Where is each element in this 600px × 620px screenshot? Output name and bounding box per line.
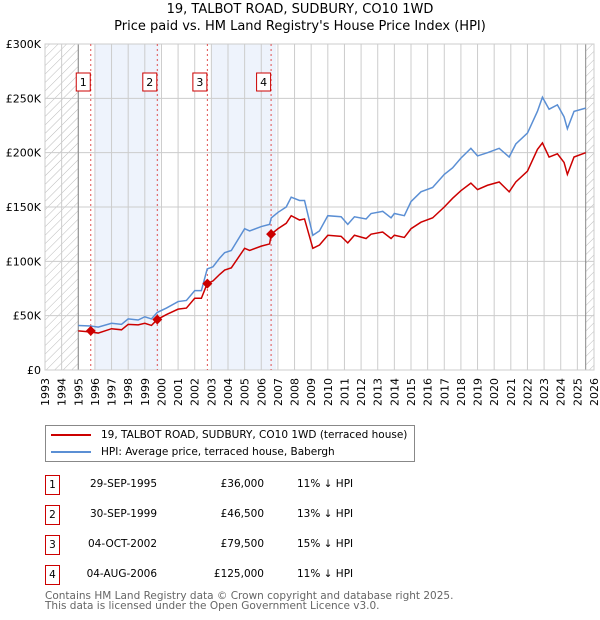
x-tick-label: 2007: [272, 378, 285, 406]
sale-marker-badge: 3: [45, 535, 60, 555]
x-tick-label: 2014: [388, 378, 401, 406]
x-tick-label: 2022: [521, 378, 534, 406]
sale-date: 30-SEP-1999: [89, 508, 157, 520]
chart-title: 19, TALBOT ROAD, SUDBURY, CO10 1WD: [166, 2, 434, 17]
sale-label-box: [256, 72, 272, 92]
x-tick-label: 1999: [139, 378, 152, 406]
transaction-row: 4 04-AUG-2006 £125,000 11% ↓ HPI: [45, 565, 445, 585]
transaction-row: 3 04-OCT-2002 £79,500 15% ↓ HPI: [45, 535, 445, 555]
x-tick-label: 2026: [588, 378, 600, 406]
y-tick-label: £100K: [6, 255, 42, 268]
sale-point: [266, 229, 277, 240]
y-tick-label: £200K: [6, 147, 42, 160]
sale-date: 04-AUG-2006: [86, 568, 157, 580]
x-tick-label: 2010: [322, 378, 335, 406]
sale-point: [202, 278, 213, 289]
sale-marker-badge: 1: [45, 475, 60, 495]
x-tick-label: 2024: [555, 378, 568, 406]
x-tick-label: 2008: [289, 378, 302, 406]
sale-hpi-diff: 15% ↓ HPI: [297, 538, 354, 550]
x-tick-label: 2011: [338, 378, 351, 406]
y-tick-label: £150K: [6, 201, 42, 214]
x-tick-label: 2003: [205, 378, 218, 406]
legend-swatch-red: [51, 434, 91, 436]
y-tick-label: £50K: [13, 310, 42, 323]
x-tick-label: 1994: [56, 378, 69, 406]
sale-marker-badge: 4: [45, 565, 60, 585]
x-tick-label: 1997: [106, 378, 119, 406]
y-tick-label: £300K: [6, 38, 42, 51]
sale-price: £125,000: [213, 568, 264, 580]
y-tick-label: £0: [27, 364, 41, 377]
price-chart: 1993 1994 1995 1996 1997 1998 1999 2000 2001 2002…: [6, 38, 600, 406]
x-tick-label: 2013: [372, 378, 385, 406]
sale-hpi-diff: 13% ↓ HPI: [297, 508, 354, 520]
sale-date: 04-OCT-2002: [88, 538, 157, 550]
sale-price: £36,000: [220, 478, 264, 490]
transaction-row: 2 30-SEP-1999 £46,500 13% ↓ HPI: [45, 505, 445, 525]
plot-frame: [44, 43, 595, 371]
x-tick-label: 1995: [72, 378, 85, 406]
sale-hpi-diff: 11% ↓ HPI: [297, 568, 354, 580]
x-tick-label: 2023: [538, 378, 551, 406]
x-tick-label: 2020: [488, 378, 501, 406]
sale-marker-badge: 2: [45, 505, 60, 525]
x-tick-label: 2002: [189, 378, 202, 406]
x-tick-label: 1993: [39, 378, 52, 406]
sale-label: 4: [260, 76, 267, 89]
legend-label: 19, TALBOT ROAD, SUDBURY, CO10 1WD (terr…: [101, 429, 408, 441]
legend: 19, TALBOT ROAD, SUDBURY, CO10 1WD (terr…: [45, 425, 415, 462]
x-tick-label: 1998: [122, 378, 135, 406]
legend-item-property: 19, TALBOT ROAD, SUDBURY, CO10 1WD (terr…: [51, 427, 407, 443]
x-tick-label: 2006: [255, 378, 268, 406]
legend-label: HPI: Average price, terraced house, Babe…: [101, 446, 335, 458]
sale-label-box: [192, 72, 208, 92]
footer-licence: This data is licensed under the Open Gov…: [45, 600, 380, 612]
sale-hpi-diff: 11% ↓ HPI: [297, 478, 354, 490]
sale-date: 29-SEP-1995: [89, 478, 157, 490]
property-price-line: [78, 141, 586, 334]
legend-item-hpi: HPI: Average price, terraced house, Babe…: [51, 444, 335, 460]
sale-price: £79,500: [220, 538, 264, 550]
footer-copyright: Contains HM Land Registry data © Crown c…: [45, 590, 454, 602]
x-tick-label: 2019: [472, 378, 485, 406]
x-tick-label: 2021: [505, 378, 518, 406]
x-tick-label: 2001: [172, 378, 185, 406]
sale-price: £46,500: [220, 508, 264, 520]
legend-swatch-blue: [51, 451, 91, 453]
hpi-line: [78, 95, 586, 328]
x-tick-label: 2015: [405, 378, 418, 406]
sale-point: [152, 314, 163, 325]
x-tick-label: 2004: [222, 378, 235, 406]
sale-label: 1: [80, 76, 87, 89]
x-tick-label: 2012: [355, 378, 368, 406]
transaction-row: 1 29-SEP-1995 £36,000 11% ↓ HPI: [45, 475, 445, 495]
sale-label-box: [75, 72, 91, 92]
sale-label: 2: [146, 76, 153, 89]
y-tick-label: £250K: [6, 92, 42, 105]
x-tick-label: 2025: [571, 378, 584, 406]
x-tick-label: 2009: [305, 378, 318, 406]
x-tick-label: 1996: [89, 378, 102, 406]
x-tick-label: 2017: [438, 378, 451, 406]
sale-point: [85, 325, 96, 336]
sale-label-box: [142, 72, 158, 92]
chart-subtitle: Price paid vs. HM Land Registry's House …: [114, 19, 486, 34]
x-tick-label: 2005: [239, 378, 252, 406]
sale-label: 3: [196, 76, 203, 89]
x-tick-label: 2016: [422, 378, 435, 406]
x-tick-label: 2018: [455, 378, 468, 406]
x-tick-label: 2000: [155, 378, 168, 406]
